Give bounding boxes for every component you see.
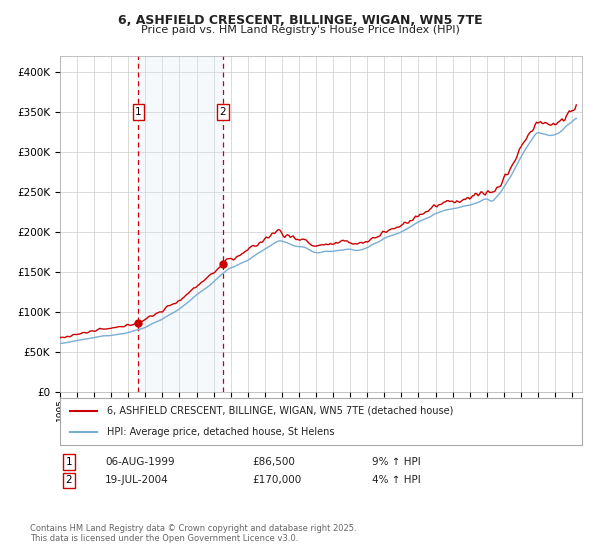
Text: 6, ASHFIELD CRESCENT, BILLINGE, WIGAN, WN5 7TE: 6, ASHFIELD CRESCENT, BILLINGE, WIGAN, W… bbox=[118, 14, 482, 27]
Text: 06-AUG-1999: 06-AUG-1999 bbox=[105, 457, 175, 467]
Text: 1: 1 bbox=[65, 457, 73, 467]
Text: 2: 2 bbox=[65, 475, 73, 486]
Bar bbox=[139, 56, 223, 392]
Text: £86,500: £86,500 bbox=[252, 457, 295, 467]
Text: 6, ASHFIELD CRESCENT, BILLINGE, WIGAN, WN5 7TE (detached house): 6, ASHFIELD CRESCENT, BILLINGE, WIGAN, W… bbox=[107, 406, 454, 416]
Text: Price paid vs. HM Land Registry's House Price Index (HPI): Price paid vs. HM Land Registry's House … bbox=[140, 25, 460, 35]
Text: 19-JUL-2004: 19-JUL-2004 bbox=[105, 475, 169, 486]
Text: 4% ↑ HPI: 4% ↑ HPI bbox=[372, 475, 421, 486]
Text: 9% ↑ HPI: 9% ↑ HPI bbox=[372, 457, 421, 467]
Text: £170,000: £170,000 bbox=[252, 475, 301, 486]
Text: 2: 2 bbox=[220, 107, 226, 117]
Text: 1: 1 bbox=[135, 107, 142, 117]
Text: Contains HM Land Registry data © Crown copyright and database right 2025.
This d: Contains HM Land Registry data © Crown c… bbox=[30, 524, 356, 543]
Text: HPI: Average price, detached house, St Helens: HPI: Average price, detached house, St H… bbox=[107, 427, 334, 437]
